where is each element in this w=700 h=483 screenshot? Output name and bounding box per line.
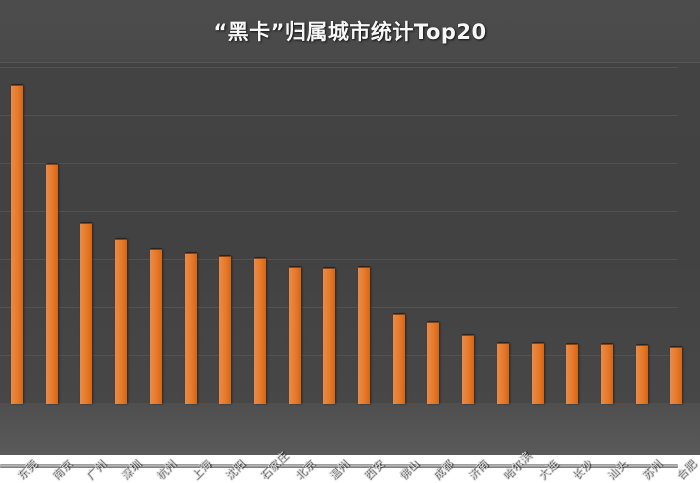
- gridline: [0, 163, 678, 164]
- gridline: [0, 67, 678, 68]
- x-axis-label: 东莞: [14, 457, 40, 483]
- bar[interactable]: [600, 343, 613, 404]
- gridline: [0, 259, 678, 260]
- bar[interactable]: [566, 343, 579, 404]
- bar[interactable]: [462, 334, 475, 404]
- plot-area: 东莞 南京 广州 深圳 杭州 上海 沈阳 石家庄 北京 温州 西安 佛山 成都 济南 哈尔滨 大连 长沙 汕头 苏州…: [0, 62, 700, 483]
- x-axis-label: 汕头: [604, 457, 630, 483]
- x-axis-label: 沈阳: [222, 457, 249, 483]
- x-axis-label: 深圳: [118, 457, 144, 483]
- gridline: [0, 307, 678, 308]
- bar[interactable]: [80, 222, 93, 404]
- x-axis-label: 成都: [430, 457, 457, 483]
- bar[interactable]: [219, 255, 232, 404]
- gridline: [0, 355, 678, 356]
- bar[interactable]: [184, 252, 197, 404]
- bar[interactable]: [670, 346, 683, 404]
- chart-title: “黑卡”归属城市统计Top20: [213, 20, 487, 44]
- x-axis-label: 南京: [49, 457, 75, 483]
- bar[interactable]: [288, 266, 301, 404]
- x-axis-label: 佛山: [396, 457, 422, 483]
- x-axis-label: 北京: [292, 457, 318, 483]
- bar[interactable]: [115, 238, 128, 404]
- bar[interactable]: [323, 267, 336, 404]
- x-axis-label: 长沙: [569, 457, 596, 483]
- gridline: [0, 115, 678, 116]
- bar[interactable]: [496, 342, 509, 404]
- bar[interactable]: [149, 248, 162, 404]
- x-axis-label: 苏州: [639, 457, 665, 483]
- x-axis-label: 西安: [361, 457, 387, 483]
- bar[interactable]: [253, 257, 266, 404]
- bar[interactable]: [531, 342, 544, 404]
- x-axis-label: 大连: [534, 457, 561, 483]
- x-axis-label: 广州: [83, 457, 110, 483]
- x-axis-label: 温州: [326, 457, 353, 483]
- x-axis-label: 济南: [465, 457, 491, 483]
- bar[interactable]: [392, 313, 405, 404]
- bar[interactable]: [45, 163, 58, 404]
- x-axis-label: 合肥: [673, 457, 700, 483]
- x-axis-label: 上海: [187, 457, 214, 483]
- bar[interactable]: [358, 266, 370, 404]
- bar[interactable]: [11, 84, 23, 404]
- bar[interactable]: [427, 321, 440, 404]
- gridline: [0, 211, 678, 212]
- x-axis-label: 杭州: [153, 457, 179, 483]
- bar[interactable]: [635, 344, 648, 404]
